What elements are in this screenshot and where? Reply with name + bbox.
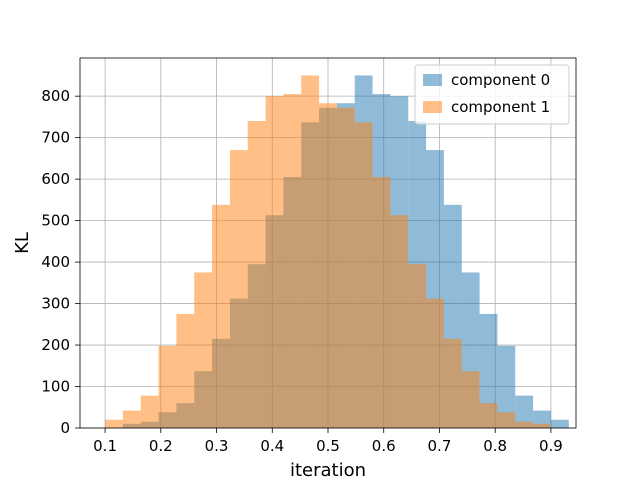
series-1-bar (247, 121, 266, 429)
series-1-bar (283, 94, 302, 429)
y-tick-label: 100 (41, 378, 70, 396)
x-tick-label: 0.9 (539, 437, 563, 455)
y-tick-label: 700 (41, 129, 70, 147)
series-1-bar (194, 272, 213, 428)
x-tick-label: 0.3 (205, 437, 229, 455)
legend: component 0 component 1 (414, 64, 570, 125)
series-1-bar (479, 403, 498, 428)
axis-ticks: 0.1 0.2 0.3 0.4 0.5 0.6 0.7 0.8 0.9 0 100 200 300 400… (41, 87, 562, 455)
series-1-bar (390, 215, 409, 428)
x-tick-label: 0.4 (260, 437, 284, 455)
series-1-bar (140, 395, 159, 428)
y-tick-label: 0 (60, 419, 70, 437)
series-1-bar (265, 96, 284, 428)
series-1-bar (408, 264, 427, 428)
x-tick-label: 0.7 (428, 437, 452, 455)
series-1-bar (443, 338, 462, 428)
legend-swatch-0 (423, 74, 442, 86)
series-0-bar (479, 313, 498, 428)
series-1-bar (336, 107, 355, 428)
x-tick-label: 0.2 (149, 437, 173, 455)
x-tick-label: 0.8 (483, 437, 507, 455)
series-0-bar (515, 395, 534, 428)
x-tick-label: 0.5 (316, 437, 340, 455)
series-1-bar (497, 412, 516, 428)
y-tick-label: 800 (41, 87, 70, 105)
series-0-bar (533, 410, 551, 428)
x-axis-label: iteration (290, 460, 366, 480)
series-0-bar (497, 345, 516, 428)
series-1-bar (301, 75, 320, 429)
series-1-bar (533, 423, 551, 428)
legend-swatch-1 (423, 101, 442, 113)
series-1-bar (354, 122, 373, 428)
series-1-bar (229, 150, 248, 428)
series-1-bar (158, 345, 177, 428)
series-1-bar (319, 103, 337, 428)
y-tick-label: 300 (41, 295, 70, 313)
y-tick-label: 200 (41, 336, 70, 354)
series-1-bar (212, 204, 230, 428)
y-tick-label: 400 (41, 253, 70, 271)
series-1-bar (105, 419, 123, 428)
series-1-bar (461, 371, 480, 428)
series-1-bar (426, 298, 444, 428)
series-1-bar (122, 410, 141, 428)
y-axis-label: KL (12, 232, 33, 254)
series-1-bar (515, 421, 534, 428)
y-tick-label: 600 (41, 170, 70, 188)
x-tick-label: 0.6 (372, 437, 396, 455)
series-1-bar (176, 313, 195, 428)
series-1-bar (372, 177, 391, 428)
legend-label-0: component 0 (451, 71, 550, 89)
x-tick-label: 0.1 (93, 437, 117, 455)
histogram-bars (105, 75, 569, 429)
series-0-bar (550, 419, 569, 428)
y-tick-label: 500 (41, 212, 70, 230)
legend-box (414, 64, 570, 125)
legend-label-1: component 1 (451, 98, 550, 116)
